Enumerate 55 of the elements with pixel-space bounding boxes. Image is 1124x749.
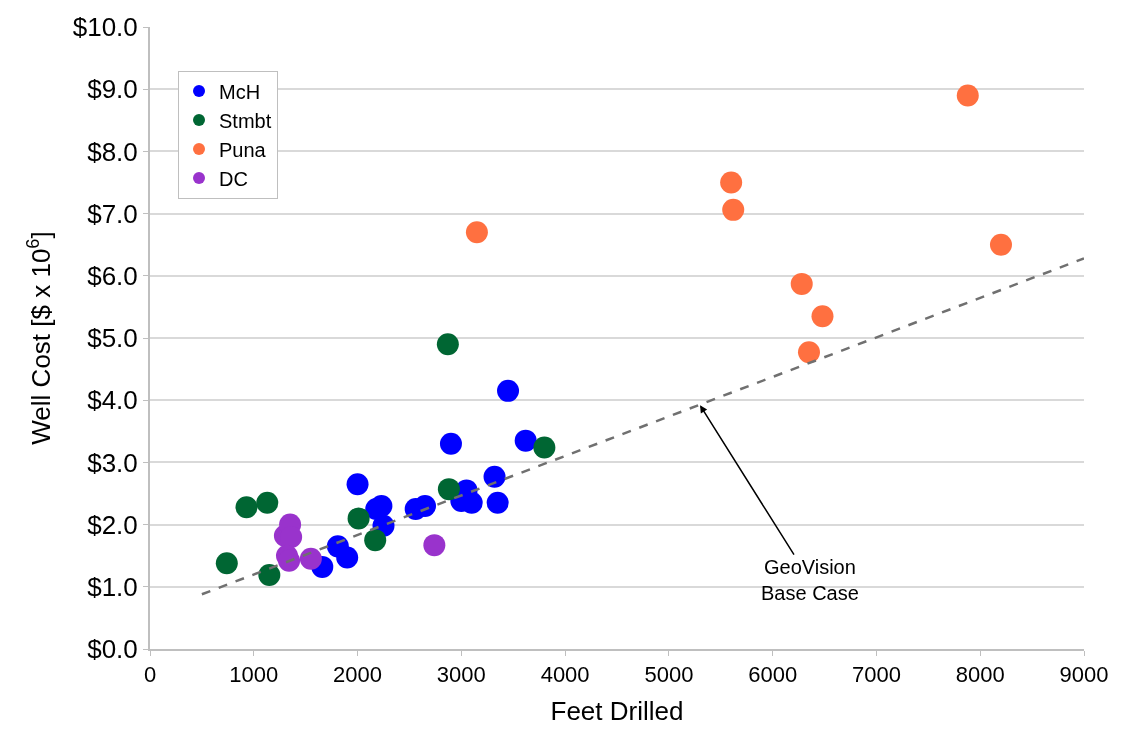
point xyxy=(439,432,462,455)
point xyxy=(483,465,506,488)
point xyxy=(436,333,459,356)
y-tick-label: $4.0 xyxy=(87,385,138,416)
point xyxy=(798,341,820,364)
legend-label: DC xyxy=(219,167,248,190)
x-tick-label: 5000 xyxy=(644,662,694,688)
y-tick-label: $0.0 xyxy=(87,634,138,665)
point xyxy=(423,534,446,557)
point xyxy=(533,436,556,459)
point xyxy=(347,507,370,530)
point xyxy=(258,563,281,586)
y-tick-label: $10.0 xyxy=(72,12,138,43)
x-tick-label: 6000 xyxy=(748,662,798,688)
point xyxy=(336,546,359,569)
point xyxy=(299,547,322,570)
legend-label: Stmbt xyxy=(219,109,272,132)
y-tick-label: $2.0 xyxy=(87,509,138,540)
x-tick-label: 3000 xyxy=(436,662,486,688)
x-tick-label: 7000 xyxy=(851,662,901,688)
x-axis-title: Feet Drilled xyxy=(550,695,684,726)
point xyxy=(497,379,520,402)
y-tick-label: $7.0 xyxy=(87,198,138,229)
point xyxy=(486,491,509,514)
point xyxy=(370,494,393,517)
point xyxy=(346,473,369,496)
y-tick-label: $6.0 xyxy=(87,260,138,291)
legend-label: Puna xyxy=(219,138,267,161)
y-tick-label: $1.0 xyxy=(87,571,138,602)
y-tick-label: $5.0 xyxy=(87,323,138,354)
point xyxy=(437,478,460,501)
point xyxy=(465,221,488,244)
point xyxy=(414,494,437,517)
point xyxy=(235,496,258,519)
x-tick-label: 2000 xyxy=(333,662,383,688)
legend-label: McH xyxy=(219,80,261,103)
x-tick-label: 9000 xyxy=(1059,662,1109,688)
y-tick-label: $9.0 xyxy=(87,74,138,105)
point xyxy=(364,529,387,552)
point xyxy=(989,233,1012,256)
point xyxy=(811,305,834,328)
x-tick-label: 1000 xyxy=(229,662,279,688)
annotation: GeoVision Base Case xyxy=(761,556,859,604)
point xyxy=(790,272,813,295)
point xyxy=(956,84,979,107)
y-tick-label: $3.0 xyxy=(87,447,138,478)
point xyxy=(215,552,238,575)
point xyxy=(514,429,537,452)
x-tick-label: 8000 xyxy=(955,662,1005,688)
point xyxy=(256,491,279,514)
point xyxy=(722,198,745,221)
y-tick-label: $8.0 xyxy=(87,136,138,167)
x-tick-label: 0 xyxy=(143,662,157,688)
point xyxy=(720,171,743,194)
x-tick-label: 4000 xyxy=(540,662,590,688)
